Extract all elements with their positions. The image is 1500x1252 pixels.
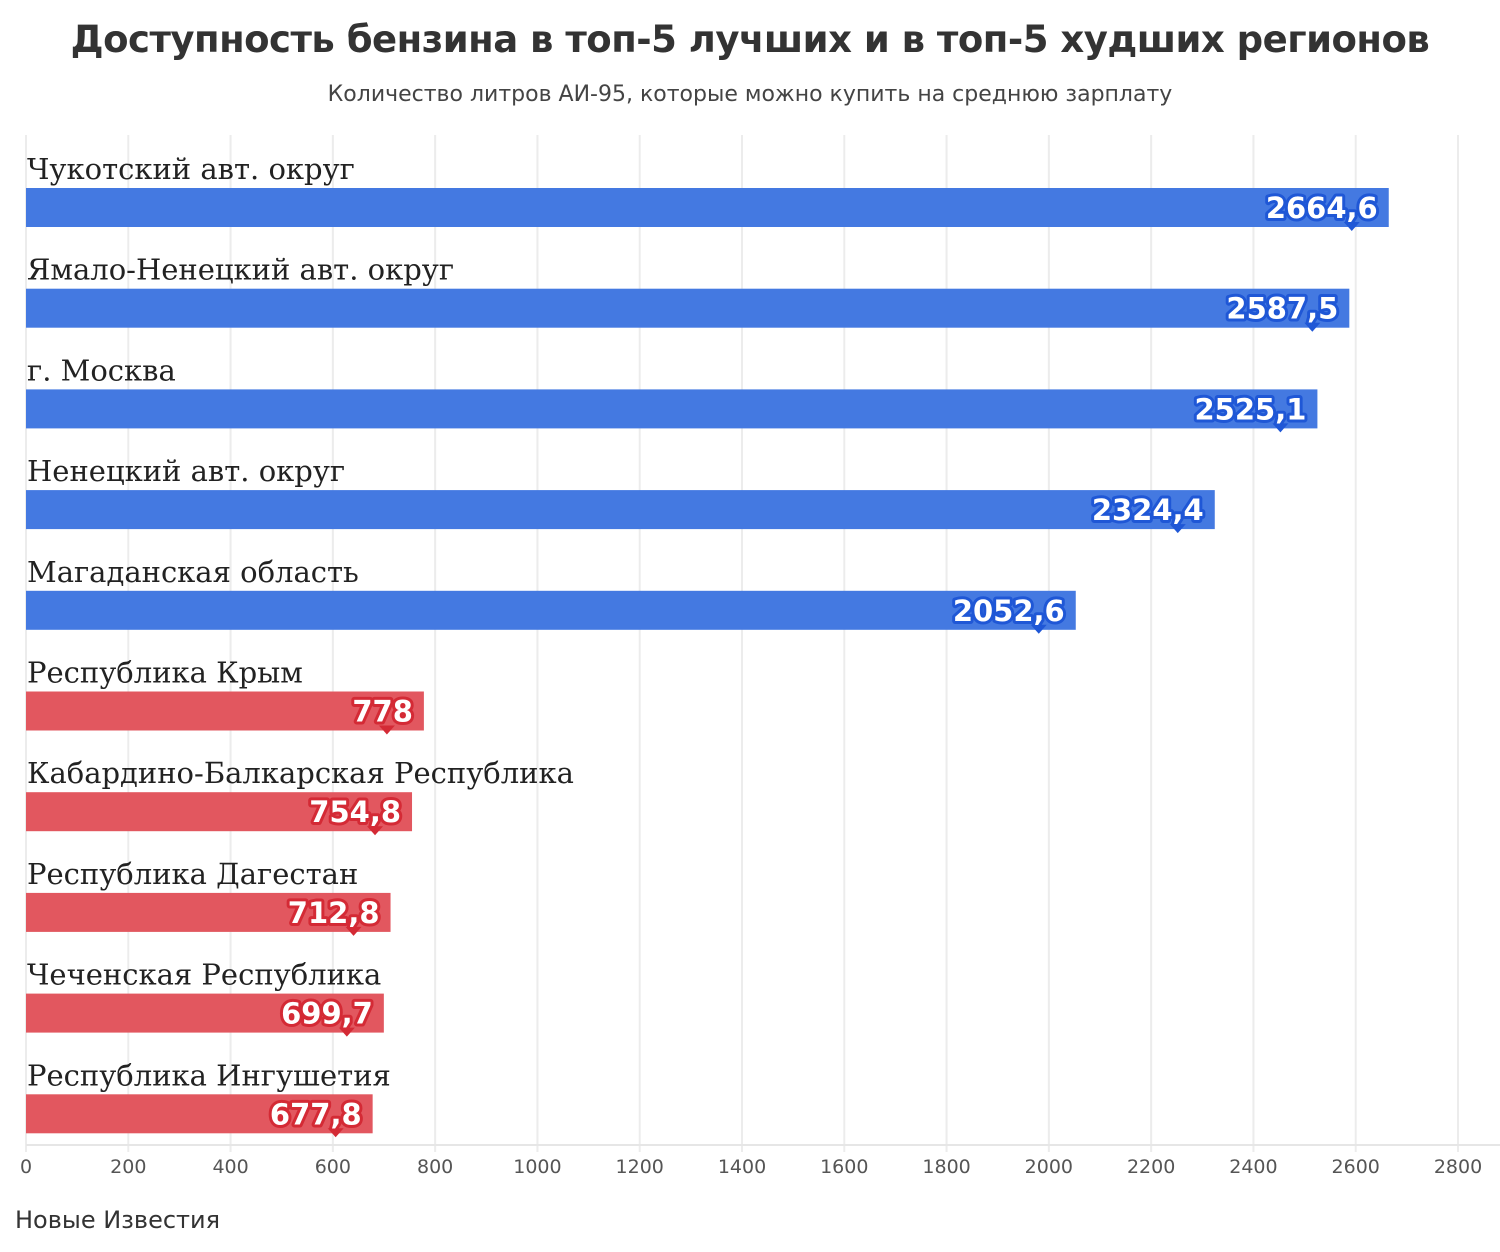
label-pointer (327, 1128, 344, 1138)
label-pointer (367, 826, 384, 836)
bar (26, 490, 1215, 530)
bar (26, 389, 1318, 429)
x-tick-label: 1400 (718, 1156, 766, 1178)
bar (26, 188, 1389, 227)
category-label: Чеченская Республика (27, 958, 381, 992)
x-tick-label: 2000 (1025, 1156, 1073, 1178)
label-pointer (1030, 624, 1047, 634)
label-pointer (345, 926, 362, 936)
x-tick-label: 2200 (1127, 1156, 1175, 1178)
x-tick-label: 2600 (1332, 1156, 1380, 1178)
label-pointer (1272, 423, 1289, 433)
data-label: 677,8 (270, 1097, 362, 1131)
bar (26, 792, 413, 832)
bar (26, 691, 424, 731)
data-label: 2664,6 (1266, 191, 1378, 225)
bar (26, 993, 384, 1033)
chart-title: Доступность бензина в топ-5 лучших и в т… (70, 18, 1430, 61)
data-label: 2525,1 (1194, 392, 1306, 426)
x-tick-label: 2400 (1229, 1156, 1277, 1178)
bar (26, 590, 1076, 630)
label-pointer (1343, 222, 1360, 231)
data-label: 2052,6 (953, 594, 1065, 628)
bar (26, 288, 1350, 328)
data-label: 699,7 (281, 997, 373, 1031)
category-label: Ненецкий авт. округ (27, 454, 345, 488)
data-label: 754,8 (309, 795, 401, 829)
data-label: 2587,5 (1226, 292, 1338, 326)
x-tick-label: 1200 (616, 1156, 664, 1178)
source-label: Новые Известия (15, 1206, 221, 1234)
category-label: Кабардино-Балкарская Республика (27, 756, 574, 790)
label-pointer (378, 725, 395, 735)
label-pointer (338, 1027, 355, 1037)
x-tick-label: 600 (315, 1156, 351, 1178)
category-label: г. Москва (27, 353, 176, 387)
category-label: Магаданская область (27, 555, 359, 589)
bar (26, 892, 391, 932)
label-pointer (1304, 322, 1321, 332)
x-tick-label: 400 (212, 1156, 248, 1178)
chart-subtitle: Количество литров АИ-95, которые можно к… (327, 82, 1173, 107)
x-tick-label: 1600 (820, 1156, 868, 1178)
x-tick-label: 800 (417, 1156, 453, 1178)
data-label: 778 (352, 695, 413, 729)
label-pointer (1169, 524, 1186, 534)
category-label: Республика Ингушетия (27, 1058, 391, 1092)
x-tick-label: 1800 (922, 1156, 970, 1178)
x-tick-label: 200 (110, 1156, 146, 1178)
data-label: 2324,4 (1092, 493, 1204, 527)
x-tick-label: 1000 (513, 1156, 561, 1178)
bar (26, 1094, 373, 1134)
category-label: Чукотский авт. округ (27, 152, 355, 186)
category-label: Республика Дагестан (27, 857, 358, 891)
category-label: Ямало-Ненецкий авт. округ (27, 253, 454, 287)
category-label: Республика Крым (27, 656, 303, 690)
x-tick-label: 2800 (1434, 1156, 1482, 1178)
x-tick-label: 0 (20, 1156, 32, 1178)
data-label: 712,8 (288, 896, 380, 930)
